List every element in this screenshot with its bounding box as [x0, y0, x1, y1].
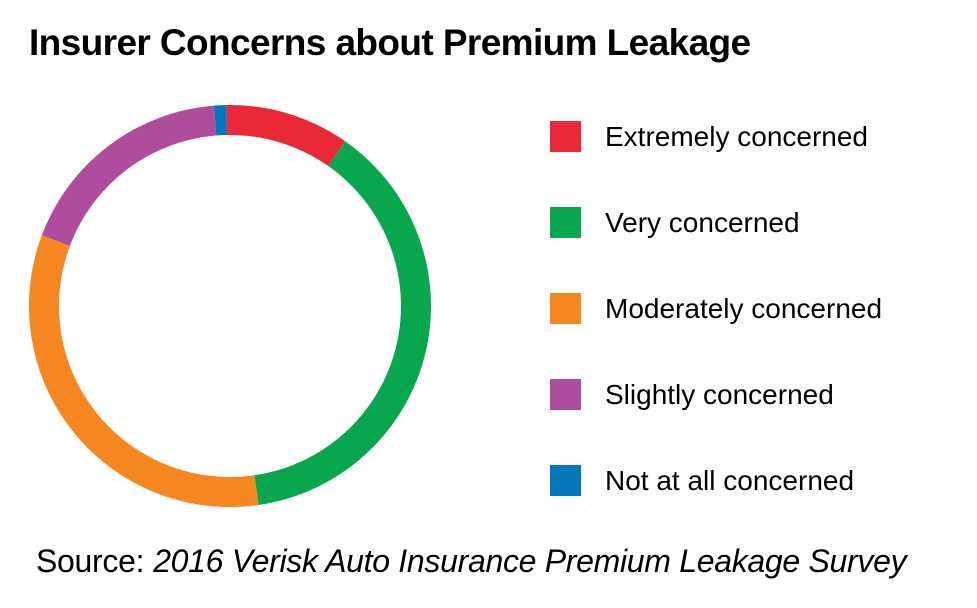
legend-swatch-moderately-icon [550, 293, 581, 324]
legend-swatch-slightly-icon [550, 379, 581, 410]
source-text: 2016 Verisk Auto Insurance Premium Leaka… [153, 543, 907, 579]
legend-swatch-very-icon [550, 207, 581, 238]
legend-swatch-extremely-icon [550, 121, 581, 152]
legend-item-moderately: Moderately concerned [550, 293, 882, 324]
legend-label-notatall: Not at all concerned [605, 465, 855, 496]
legend-label-extremely: Extremely concerned [605, 121, 869, 152]
legend-item-very: Very concerned [550, 207, 882, 238]
donut-segment-5 [213, 105, 228, 136]
donut-chart [28, 104, 432, 508]
donut-segment-4 [41, 105, 217, 246]
donut-segment-3 [28, 235, 259, 508]
legend-label-very: Very concerned [605, 207, 800, 238]
legend: Extremely concerned Very concerned Moder… [550, 121, 882, 496]
donut-segment-1 [226, 104, 346, 166]
legend-item-slightly: Slightly concerned [550, 379, 882, 410]
legend-label-slightly: Slightly concerned [605, 379, 834, 410]
legend-swatch-notatall-icon [550, 465, 581, 496]
source-note: Source: 2016 Verisk Auto Insurance Premiu… [36, 543, 907, 580]
donut-segment-2 [254, 141, 432, 505]
legend-item-notatall: Not at all concerned [550, 465, 882, 496]
legend-label-moderately: Moderately concerned [605, 293, 883, 324]
chart-title: Insurer Concerns about Premium Leakage [29, 22, 751, 63]
legend-item-extremely: Extremely concerned [550, 121, 882, 152]
source-prefix: Source: [36, 543, 145, 579]
